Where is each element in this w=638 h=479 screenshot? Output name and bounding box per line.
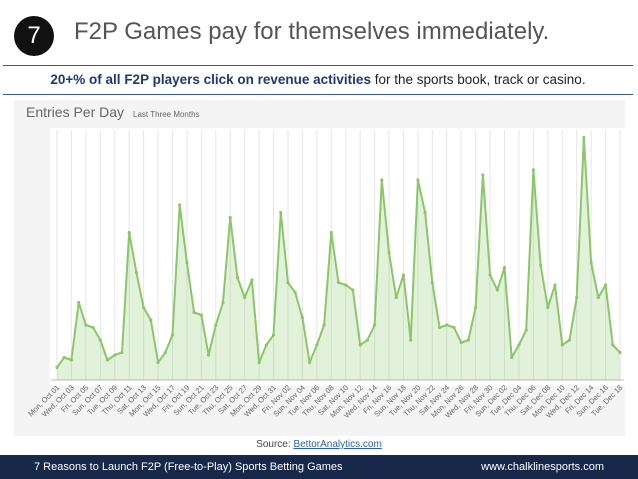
point bbox=[344, 283, 348, 287]
point bbox=[416, 178, 420, 182]
point bbox=[459, 340, 463, 345]
point bbox=[336, 280, 341, 285]
point bbox=[575, 295, 579, 300]
point bbox=[510, 355, 514, 360]
point bbox=[517, 343, 521, 347]
point bbox=[582, 135, 586, 140]
point bbox=[84, 323, 88, 327]
point bbox=[178, 203, 182, 207]
subtitle-rest: for the sports book, track or casino. bbox=[374, 72, 586, 87]
point bbox=[589, 260, 593, 265]
point bbox=[300, 315, 305, 320]
point bbox=[358, 343, 362, 347]
point bbox=[452, 325, 456, 330]
point bbox=[387, 250, 391, 255]
point bbox=[293, 290, 297, 295]
area bbox=[57, 137, 620, 380]
point bbox=[149, 318, 153, 322]
point bbox=[264, 343, 268, 347]
point bbox=[127, 230, 131, 235]
point bbox=[466, 338, 471, 342]
point bbox=[322, 323, 326, 327]
point bbox=[77, 300, 81, 305]
chart-title: Entries Per Day bbox=[26, 104, 124, 120]
point bbox=[401, 273, 406, 277]
chart: Entries Per Day Last Three Months Mon, O… bbox=[26, 104, 625, 420]
point bbox=[423, 210, 427, 215]
point bbox=[120, 350, 124, 355]
point bbox=[279, 210, 283, 215]
point bbox=[409, 338, 413, 342]
point bbox=[257, 360, 261, 365]
point bbox=[235, 275, 240, 280]
footer: 7 Reasons to Launch F2P (Free-to-Play) S… bbox=[0, 455, 638, 479]
point bbox=[430, 280, 434, 285]
point bbox=[560, 343, 564, 347]
point bbox=[62, 355, 66, 360]
point bbox=[134, 270, 138, 275]
point bbox=[351, 288, 355, 292]
subtitle: 20+% of all F2P players click on revenue… bbox=[3, 65, 633, 95]
point bbox=[142, 305, 146, 310]
point bbox=[502, 265, 507, 270]
point bbox=[611, 343, 615, 347]
point bbox=[618, 350, 622, 355]
point bbox=[437, 325, 442, 330]
point bbox=[105, 358, 110, 362]
slide-number: 7 bbox=[14, 16, 54, 56]
point bbox=[524, 328, 528, 332]
point bbox=[69, 358, 74, 362]
point bbox=[481, 173, 485, 177]
point bbox=[243, 295, 247, 300]
point bbox=[163, 350, 167, 355]
point bbox=[596, 295, 600, 300]
point bbox=[394, 295, 398, 300]
point bbox=[329, 230, 333, 235]
point bbox=[113, 353, 117, 357]
point bbox=[567, 338, 572, 342]
point bbox=[531, 168, 535, 172]
point bbox=[221, 300, 225, 305]
point bbox=[91, 325, 95, 330]
footer-left: 7 Reasons to Launch F2P (Free-to-Play) S… bbox=[34, 461, 343, 473]
point bbox=[206, 353, 211, 357]
point bbox=[308, 360, 312, 365]
point bbox=[98, 338, 102, 342]
point bbox=[553, 283, 557, 287]
point bbox=[380, 178, 384, 182]
point bbox=[271, 333, 276, 337]
slide-title: F2P Games pay for themselves immediately… bbox=[74, 18, 550, 45]
source-link[interactable]: BettorAnalytics.com bbox=[293, 439, 382, 450]
chart-subtitle: Last Three Months bbox=[133, 110, 200, 119]
point bbox=[199, 313, 203, 317]
point bbox=[250, 278, 254, 282]
point bbox=[170, 333, 175, 337]
point bbox=[372, 323, 377, 327]
point bbox=[315, 343, 319, 347]
point bbox=[55, 365, 59, 370]
point bbox=[192, 310, 196, 315]
source: Source: BettorAnalytics.com bbox=[0, 439, 638, 450]
point bbox=[495, 288, 499, 292]
footer-right: www.chalklinesports.com bbox=[481, 461, 604, 473]
point bbox=[474, 305, 478, 310]
point bbox=[539, 263, 543, 267]
subtitle-bold: 20+% of all F2P players click on revenue… bbox=[50, 72, 371, 87]
point bbox=[546, 305, 550, 310]
point bbox=[214, 323, 218, 327]
point bbox=[488, 273, 492, 277]
point bbox=[603, 283, 608, 287]
point bbox=[228, 215, 232, 220]
source-label: Source: bbox=[256, 439, 291, 450]
point bbox=[156, 360, 160, 365]
point bbox=[286, 280, 290, 285]
point bbox=[445, 323, 449, 327]
point bbox=[365, 338, 369, 342]
chart-box: Entries Per Day Last Three Months Mon, O… bbox=[14, 100, 625, 436]
point bbox=[185, 260, 189, 265]
